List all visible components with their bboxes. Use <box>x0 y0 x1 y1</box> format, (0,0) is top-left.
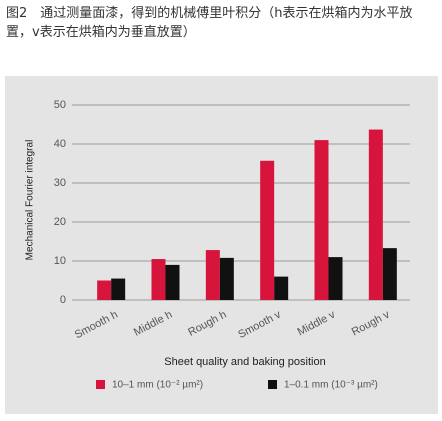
bar <box>151 259 166 300</box>
legend-label: 1–0.1 mm (10⁻³ µm²) <box>284 380 378 391</box>
bar <box>274 276 289 300</box>
bar <box>260 160 275 300</box>
bar <box>111 278 126 300</box>
y-tick-label: 20 <box>54 216 66 228</box>
legend-label: 10–1 mm (10⁻² µm²) <box>112 380 203 391</box>
bar <box>165 264 180 300</box>
y-tick-label: 10 <box>54 255 66 267</box>
bar <box>382 248 397 300</box>
legend-swatch <box>268 380 277 389</box>
y-tick-label: 0 <box>60 294 66 306</box>
bar <box>314 140 329 300</box>
y-tick-label: 50 <box>54 99 66 111</box>
legend-swatch <box>96 380 105 389</box>
bar <box>97 280 112 300</box>
bar <box>368 129 383 300</box>
bar <box>328 257 343 300</box>
chart-panel <box>5 76 438 414</box>
y-axis-label: Mechanical Fourier integral <box>25 140 36 261</box>
figure-caption: 图2 通过测量面漆，得到的机械傅里叶积分（h表示在烘箱内为水平放置，v表示在烘箱… <box>6 6 413 40</box>
bar <box>205 250 220 300</box>
y-tick-label: 40 <box>54 138 66 150</box>
x-axis-label: Sheet quality and baking position <box>164 356 325 368</box>
y-tick-label: 30 <box>54 177 66 189</box>
bar <box>219 257 234 300</box>
